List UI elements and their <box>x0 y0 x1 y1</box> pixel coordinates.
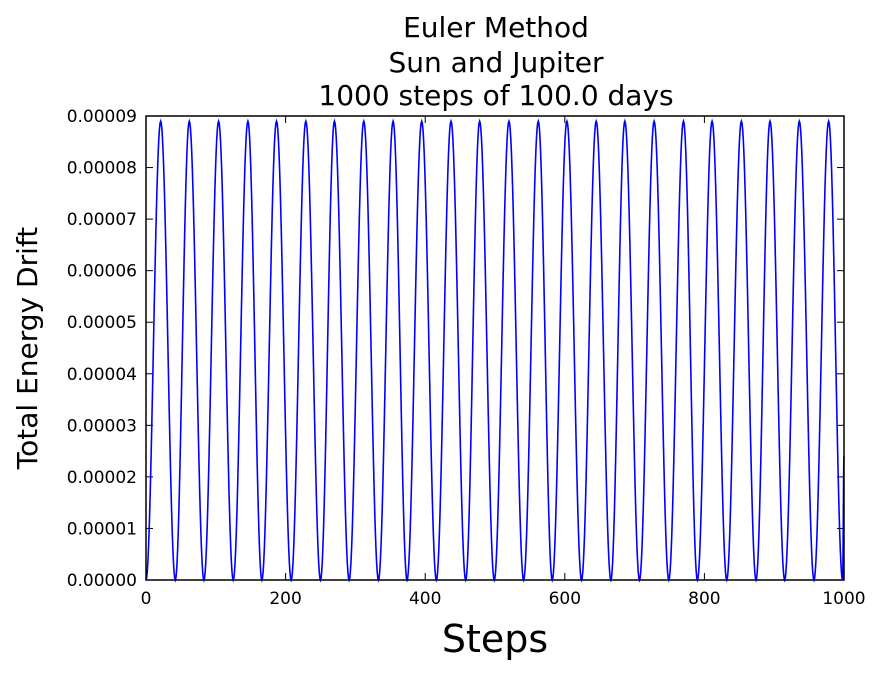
x-tick-label: 600 <box>549 589 581 609</box>
y-tick-label: 0.00004 <box>67 365 137 385</box>
x-tick-labels: 0 200 400 600 800 1000 <box>141 589 866 609</box>
y-tick-label: 0.00007 <box>67 210 137 230</box>
y-tick-label: 0.00006 <box>67 262 137 282</box>
x-tick-label: 200 <box>269 589 301 609</box>
y-tick-label: 0.00001 <box>67 519 137 539</box>
x-tick-label: 1000 <box>822 589 865 609</box>
y-tick-label: 0.00002 <box>67 468 137 488</box>
y-tick-labels: 0.00000 0.00001 0.00002 0.00003 0.00004 0.000… <box>67 107 137 591</box>
title-line-3: 1000 steps of 100.0 days <box>318 79 673 112</box>
y-tick-label: 0.00009 <box>67 107 137 127</box>
chart-title: Euler Method Sun and Jupiter 1000 steps … <box>318 11 673 112</box>
y-tick-label: 0.00003 <box>67 416 137 436</box>
title-line-2: Sun and Jupiter <box>388 46 604 79</box>
series-layer <box>145 118 845 583</box>
series-line <box>145 118 845 583</box>
y-axis-label: Total Energy Drift <box>11 227 44 470</box>
x-tick-label: 400 <box>409 589 441 609</box>
x-axis-label: Steps <box>442 617 548 661</box>
x-tick-label: 0 <box>141 589 152 609</box>
title-line-1: Euler Method <box>403 11 589 44</box>
y-tick-label: 0.00008 <box>67 159 137 179</box>
y-tick-label: 0.00005 <box>67 313 137 333</box>
x-tick-label: 800 <box>688 589 720 609</box>
y-tick-label: 0.00000 <box>67 571 137 591</box>
plot-frame <box>145 115 845 581</box>
